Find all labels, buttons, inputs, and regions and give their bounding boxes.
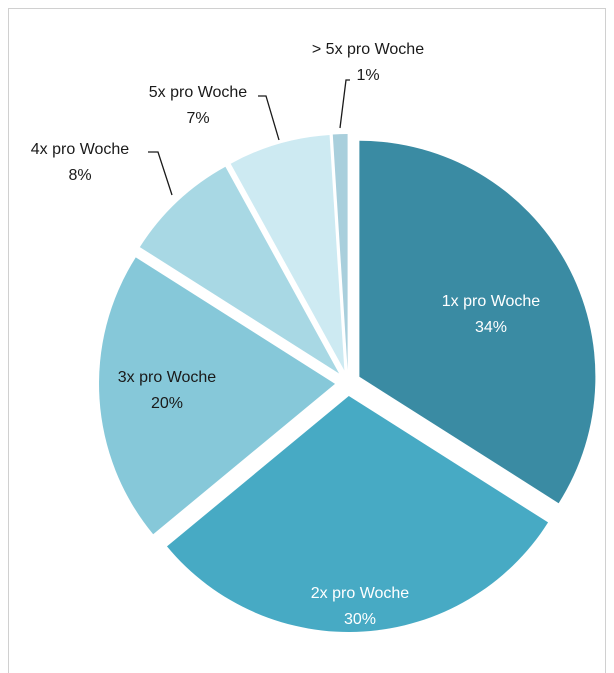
slice-value-label: 30% — [344, 611, 376, 628]
pie-slice — [332, 134, 348, 371]
slice-label: 1x pro Woche — [442, 293, 541, 310]
leader-line — [339, 79, 350, 129]
pie-slice — [166, 395, 549, 632]
slice-label: > 5x pro Woche — [312, 41, 424, 58]
leader-line — [258, 95, 280, 141]
slice-value-label: 34% — [475, 319, 507, 336]
pie-slice — [230, 134, 345, 371]
leader-line — [148, 151, 173, 196]
slice-label: 5x pro Woche — [149, 84, 248, 101]
slice-label: 4x pro Woche — [31, 141, 130, 158]
frame — [8, 8, 606, 673]
slice-label: 3x pro Woche — [118, 369, 217, 386]
pie-slice — [359, 140, 596, 504]
pie-slice — [139, 166, 340, 374]
pie-slice — [99, 257, 336, 535]
slice-label: 2x pro Woche — [311, 585, 410, 602]
slice-value-label: 8% — [68, 167, 91, 184]
slice-value-label: 20% — [151, 395, 183, 412]
slice-value-label: 1% — [356, 67, 379, 84]
slice-value-label: 7% — [186, 110, 209, 127]
